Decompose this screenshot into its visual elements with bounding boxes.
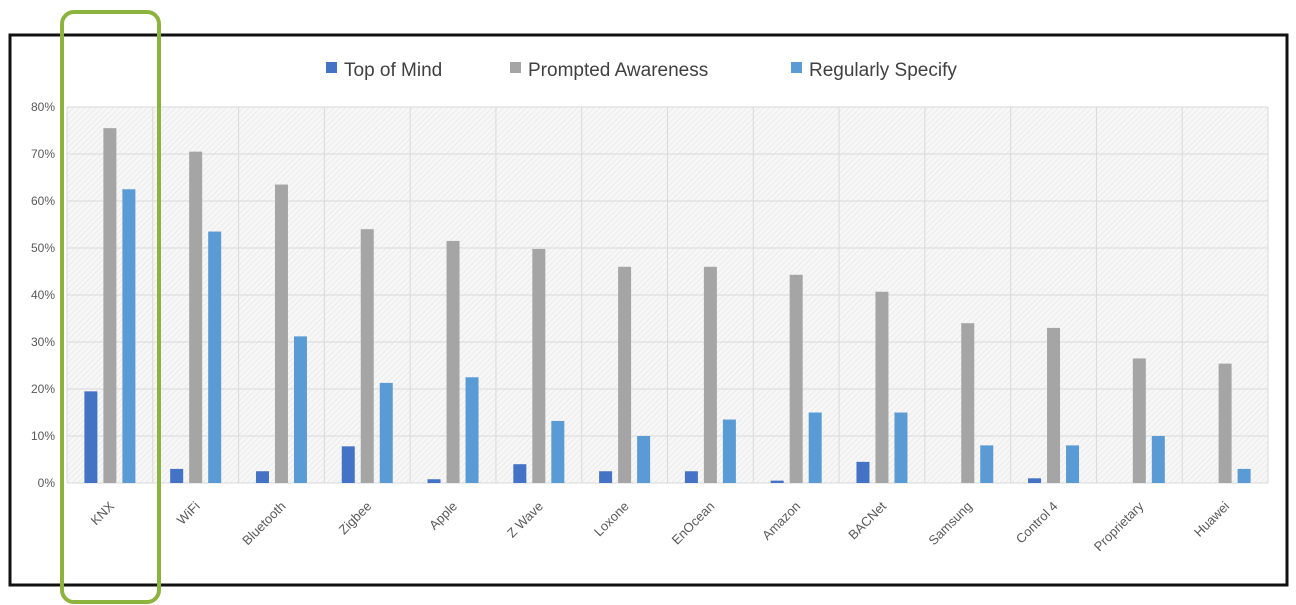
y-tick-label: 60%	[31, 194, 55, 208]
y-tick-label: 30%	[31, 335, 55, 349]
bar-regularly-specify	[1066, 445, 1080, 483]
bar-regularly-specify	[379, 382, 393, 483]
legend-swatch-top-of-mind	[326, 62, 337, 73]
bar-regularly-specify	[1237, 468, 1251, 483]
bar-regularly-specify	[980, 445, 994, 483]
bar-prompted-awareness	[875, 291, 889, 483]
bar-regularly-specify	[808, 412, 822, 483]
y-tick-label: 10%	[31, 429, 55, 443]
bar-top-of-mind	[856, 461, 870, 483]
bar-regularly-specify	[894, 412, 908, 483]
bar-regularly-specify	[637, 436, 651, 483]
bar-regularly-specify	[208, 231, 222, 483]
legend: Top of Mind Prompted Awareness Regularly…	[326, 60, 957, 81]
y-tick-label: 70%	[31, 147, 55, 161]
bar-prompted-awareness	[1132, 358, 1146, 483]
y-tick-label: 80%	[31, 100, 55, 114]
gridlines	[66, 106, 1269, 484]
bar-prompted-awareness	[103, 128, 117, 483]
bar-prompted-awareness	[189, 151, 203, 483]
bar-prompted-awareness	[532, 248, 546, 483]
bars	[84, 128, 1251, 484]
bar-prompted-awareness	[1047, 327, 1061, 483]
bar-prompted-awareness	[1218, 363, 1232, 483]
bar-top-of-mind	[341, 446, 355, 483]
bar-prompted-awareness	[446, 240, 460, 483]
bar-regularly-specify	[722, 419, 736, 483]
bar-prompted-awareness	[961, 323, 975, 483]
bar-prompted-awareness	[360, 229, 374, 483]
knx-highlight-box	[60, 10, 161, 604]
bar-top-of-mind	[255, 471, 269, 483]
legend-label-prompted-awareness: Prompted Awareness	[528, 60, 708, 81]
bar-regularly-specify	[293, 336, 307, 483]
legend-swatch-regularly-specify	[791, 62, 802, 73]
bar-top-of-mind	[684, 471, 698, 483]
legend-swatch-prompted-awareness	[510, 62, 521, 73]
legend-label-regularly-specify: Regularly Specify	[809, 60, 957, 81]
bar-top-of-mind	[599, 471, 613, 483]
y-tick-label: 20%	[31, 382, 55, 396]
y-axis-ticks: 0% 10% 20% 30% 40% 50% 60% 70% 80%	[31, 100, 55, 490]
bar-top-of-mind	[427, 479, 441, 483]
y-tick-label: 50%	[31, 241, 55, 255]
bar-prompted-awareness	[274, 184, 288, 484]
bar-regularly-specify	[551, 420, 565, 483]
y-tick-label: 0%	[38, 476, 56, 490]
bar-top-of-mind	[84, 391, 98, 483]
bar-prompted-awareness	[703, 266, 717, 483]
bar-top-of-mind	[1028, 478, 1042, 483]
legend-label-top-of-mind: Top of Mind	[344, 60, 442, 81]
bar-prompted-awareness	[618, 266, 632, 483]
bar-top-of-mind	[513, 464, 527, 483]
bar-regularly-specify	[122, 189, 136, 483]
bar-top-of-mind	[770, 480, 784, 483]
bar-regularly-specify	[465, 377, 479, 483]
bar-prompted-awareness	[789, 274, 803, 483]
bar-regularly-specify	[1151, 436, 1165, 483]
y-tick-label: 40%	[31, 288, 55, 302]
bar-top-of-mind	[170, 468, 184, 483]
